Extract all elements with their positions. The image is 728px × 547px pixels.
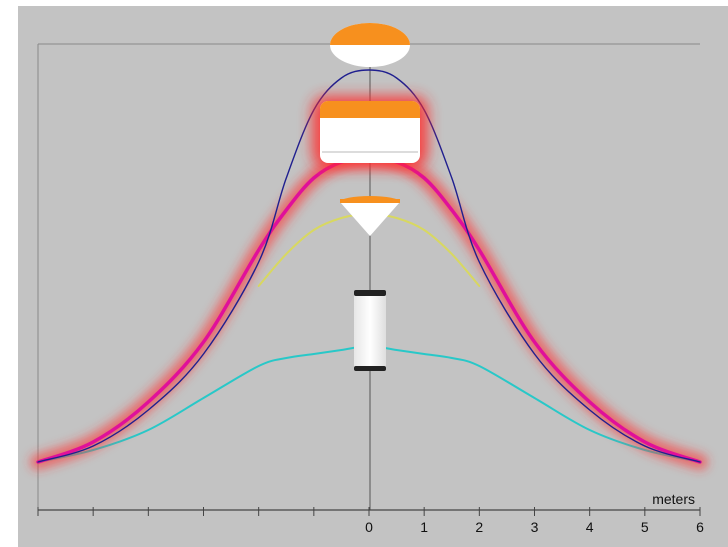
tick-layer: 0 1 2 3 4 5 6 — [37, 507, 704, 535]
x-axis-label: meters — [652, 491, 695, 507]
orange-box-object-icon — [312, 96, 428, 168]
series-1-line — [37, 69, 701, 463]
x-tick-label: 0 — [365, 519, 373, 535]
x-tick-label: 6 — [696, 519, 704, 535]
x-tick-label: 3 — [531, 519, 539, 535]
white-cylinder-object-icon — [354, 290, 386, 371]
x-tick-label: 4 — [586, 519, 594, 535]
orange-dome-object-icon — [330, 23, 410, 67]
x-tick-label: 1 — [420, 519, 428, 535]
x-tick-label: 2 — [475, 519, 483, 535]
plot-background — [18, 6, 728, 547]
x-tick-label: 5 — [641, 519, 649, 535]
orange-cone-object-icon — [340, 196, 400, 236]
